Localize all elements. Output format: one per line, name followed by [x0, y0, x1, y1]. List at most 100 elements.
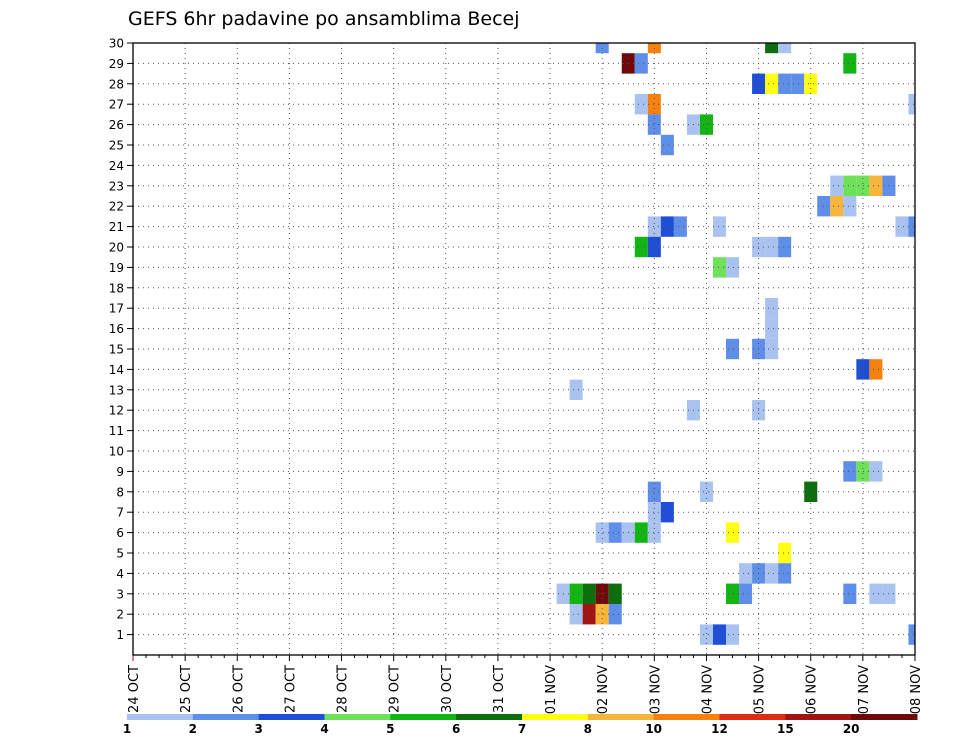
y-tick-label: 27 — [109, 98, 124, 112]
heatmap-cells — [556, 43, 915, 645]
heatmap-cell — [765, 73, 779, 94]
y-tick-label: 12 — [109, 404, 124, 418]
heatmap-cell — [765, 43, 779, 54]
y-tick-label: 1 — [116, 628, 124, 642]
colorbar-swatch — [324, 714, 391, 720]
y-tick-label: 3 — [116, 587, 124, 601]
y-tick-label: 8 — [116, 485, 124, 499]
heatmap-cell — [699, 114, 713, 135]
heatmap-cell — [739, 583, 753, 604]
heatmap-cell — [765, 338, 779, 360]
heatmap-cell — [830, 175, 844, 196]
heatmap-cell — [856, 461, 870, 482]
x-tick-label: 04 NOV — [700, 665, 715, 714]
heatmap-cell — [778, 563, 792, 584]
chart-title: GEFS 6hr padavine po ansamblima Becej — [128, 8, 520, 30]
y-tick-label: 22 — [109, 200, 124, 214]
heatmap-cell — [739, 563, 753, 584]
heatmap-cell — [595, 522, 609, 543]
heatmap-cell — [791, 73, 805, 94]
heatmap-cell — [712, 624, 727, 645]
y-tick-label: 25 — [109, 139, 124, 153]
heatmap-cell — [647, 216, 661, 237]
y-tick-label: 21 — [109, 220, 124, 234]
heatmap-cell — [843, 583, 857, 604]
y-tick-label: 7 — [116, 506, 124, 520]
heatmap-cell — [908, 624, 915, 645]
y-tick-label: 24 — [109, 159, 124, 173]
colorbar-swatch — [390, 714, 457, 720]
x-tick-label: 01 NOV — [544, 665, 559, 714]
colorbar-tick-label: 12 — [711, 722, 728, 736]
colorbar-tick-label: 3 — [254, 722, 262, 736]
colorbar-tick-label: 6 — [452, 722, 460, 736]
colorbar-tick-label: 2 — [189, 722, 197, 736]
y-tick-label: 11 — [109, 424, 124, 438]
colorbar: 1 2 3 4 5 6 7 8 10 12 15 20 — [123, 714, 918, 736]
heatmap-cell — [634, 522, 648, 543]
y-tick-label: 4 — [116, 567, 124, 581]
plot-frame — [132, 42, 916, 656]
heatmap-cell — [765, 298, 779, 319]
colorbar-swatch — [522, 714, 589, 720]
x-tick-label: 03 NOV — [648, 665, 663, 714]
y-tick-label: 16 — [109, 322, 124, 336]
heatmap-cell — [830, 196, 844, 217]
colorbar-tick-label: 8 — [584, 722, 592, 736]
y-tick-label: 5 — [116, 547, 124, 561]
y-tick-label: 15 — [109, 343, 124, 357]
heatmap-cell — [726, 338, 740, 360]
heatmap-cell — [726, 624, 740, 645]
y-tick-label: 19 — [109, 261, 124, 275]
heatmap-cell — [765, 236, 779, 258]
heatmap-cell — [569, 583, 583, 604]
colorbar-tick-label: 1 — [123, 722, 131, 736]
x-tick-label: 24 OCT — [127, 665, 142, 713]
heatmap-cell — [843, 175, 857, 196]
y-tick-label: 18 — [109, 281, 124, 295]
heatmap-cell — [908, 216, 915, 237]
heatmap-cell — [712, 257, 727, 278]
heatmap-cell — [569, 379, 583, 400]
heatmap-cell — [778, 73, 792, 94]
x-tick-label: 08 NOV — [909, 665, 924, 714]
heatmap-cell — [726, 522, 740, 543]
colorbar-swatch — [719, 714, 786, 720]
colorbar-swatch — [587, 714, 655, 720]
colorbar-swatch — [653, 714, 720, 720]
colorbar-swatch — [851, 714, 918, 720]
heatmap-cell — [869, 583, 883, 604]
heatmap-cell — [673, 216, 687, 237]
heatmap-cell — [608, 522, 622, 543]
heatmap-cell — [856, 359, 870, 380]
y-tick-label: 14 — [109, 363, 124, 377]
colorbar-tick-label: 7 — [518, 722, 526, 736]
heatmap-cell — [660, 134, 674, 156]
colorbar-tick-label: 10 — [645, 722, 662, 736]
colorbar-tick-label: 4 — [320, 722, 328, 736]
heatmap-cell — [778, 236, 792, 258]
heatmap-cell — [765, 563, 779, 584]
x-tick-label: 06 NOV — [805, 665, 820, 714]
x-tick-label: 30 OCT — [440, 665, 455, 713]
y-tick-label: 30 — [109, 37, 124, 51]
heatmap-cell — [726, 583, 740, 604]
x-tick-label: 28 OCT — [336, 665, 351, 713]
y-tick-label: 28 — [109, 77, 124, 91]
heatmap-cell — [647, 236, 661, 258]
x-tick-label: 26 OCT — [231, 665, 246, 713]
y-tick-label: 29 — [109, 57, 124, 71]
heatmap-cell — [895, 216, 909, 237]
heatmap-cell — [699, 481, 713, 502]
x-tick-label: 07 NOV — [857, 665, 872, 714]
heatmap-cell — [843, 53, 857, 74]
colorbar-swatch — [192, 714, 260, 720]
y-tick-label: 13 — [109, 383, 124, 397]
y-axis: 1234567891011121314151617181920212223242… — [109, 37, 133, 642]
colorbar-swatch — [258, 714, 325, 720]
colorbar-tick-label: 5 — [386, 722, 394, 736]
heatmap-cell — [804, 481, 818, 502]
heatmap-cell — [608, 604, 622, 625]
x-tick-label: 29 OCT — [388, 665, 403, 713]
